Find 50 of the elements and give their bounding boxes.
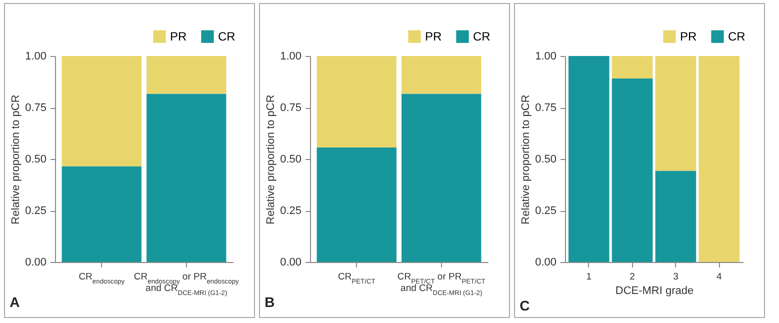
legend-label: PR: [425, 30, 442, 44]
bar: [402, 56, 482, 94]
legend-label: CR: [218, 30, 236, 44]
x-tick-label: 3: [673, 272, 678, 282]
legend-label: CR: [473, 30, 491, 44]
x-axis-title: DCE-MRI grade: [615, 285, 694, 297]
bar: [698, 56, 740, 262]
legend-label: CR: [728, 30, 746, 44]
y-tick-label: 0.75: [280, 102, 302, 114]
text: A: [10, 294, 20, 310]
bar: [316, 147, 396, 262]
bar: [568, 56, 610, 262]
legend-label: PR: [170, 30, 188, 44]
bar: [146, 94, 226, 262]
legend-label: PR: [680, 30, 698, 44]
y-axis-title: Relative proportion to pCR: [10, 94, 22, 224]
x-tick-label: CR$_{PET/CT}$: [338, 272, 376, 285]
y-tick-label: 0.00: [535, 256, 556, 268]
bar: [62, 56, 142, 166]
bar: [655, 56, 696, 171]
y-tick-label: 0.00: [280, 256, 302, 268]
y-axis-title: Relative proportion to pCR: [265, 94, 278, 224]
bar: [62, 166, 142, 262]
x-tick-label: 4: [716, 272, 722, 282]
bar: [612, 78, 653, 262]
y-tick-label: 1.00: [25, 50, 46, 62]
y-tick-label: 0.75: [25, 102, 46, 114]
x-tick-label: CR$_{endoscopy}$: [78, 272, 126, 285]
bar: [655, 170, 696, 262]
bar: [612, 56, 653, 78]
y-axis-title: Relative proportion to pCR: [520, 94, 532, 224]
y-tick-label: 0.50: [280, 154, 302, 166]
y-tick-label: 1.00: [280, 50, 302, 62]
category-label: CR$_{endoscopy}$ or PR$_{endoscopy}$ and CR$_{DCE-MRI (G1-2)}$: [134, 272, 239, 296]
y-tick-label: 1.00: [535, 50, 556, 62]
y-tick-label: 0.25: [535, 205, 556, 217]
y-tick-label: 0.50: [535, 154, 556, 166]
y-tick-label: 0.00: [25, 256, 46, 268]
y-tick-label: 0.25: [25, 205, 46, 217]
category-label: CR$_{PET/CT}$ or PR$_{PET/CT}$ and CR$_{DCE-MRI (G1-2)}$: [397, 272, 486, 296]
x-tick-label: 2: [630, 272, 635, 282]
text: C: [520, 298, 530, 314]
y-tick-label: 0.50: [25, 154, 46, 166]
x-tick-label: 1: [586, 272, 592, 282]
bar: [402, 94, 482, 262]
y-tick-label: 0.25: [280, 205, 302, 217]
bar: [316, 56, 396, 148]
text: B: [264, 294, 275, 310]
y-tick-label: 0.75: [535, 102, 556, 114]
bar: [146, 56, 226, 94]
